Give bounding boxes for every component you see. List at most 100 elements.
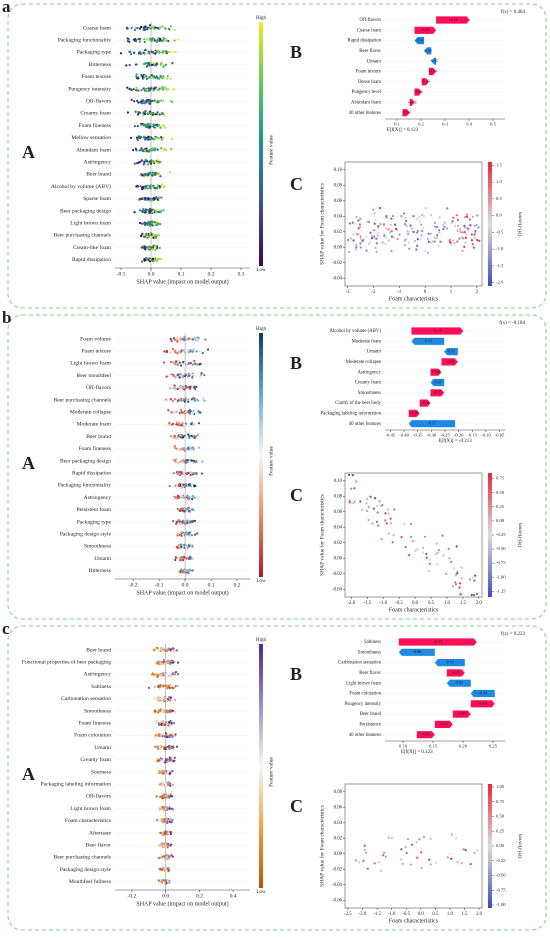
swarm-dot bbox=[191, 363, 194, 366]
scatter-dot bbox=[389, 223, 392, 226]
swarm-dot bbox=[180, 448, 183, 451]
swarm-dot bbox=[185, 508, 188, 511]
swarm-dot bbox=[141, 113, 144, 117]
waterfall-bar bbox=[411, 327, 464, 335]
swarm-dot bbox=[163, 674, 166, 677]
swarm-dot bbox=[158, 246, 161, 250]
swarm-dot bbox=[190, 434, 193, 437]
swarm-dot bbox=[164, 148, 168, 151]
scatter-dot bbox=[427, 240, 431, 243]
scatter-dot bbox=[372, 208, 375, 211]
swarm-dot bbox=[185, 494, 188, 498]
scatter-dot bbox=[353, 500, 356, 503]
swarm-dot bbox=[160, 40, 163, 43]
swarm-dot bbox=[140, 136, 143, 139]
swarm-dot bbox=[145, 125, 148, 128]
waterfall-bar bbox=[398, 638, 477, 646]
colorbar-tick-label: -1.5 bbox=[496, 263, 504, 268]
scatter-dot bbox=[458, 228, 462, 231]
swarm-dot bbox=[179, 484, 182, 488]
x-tick-label: -0.15 bbox=[467, 433, 477, 438]
swarm-dot bbox=[130, 98, 133, 101]
swarm-dot bbox=[139, 101, 142, 104]
swarm-dot bbox=[176, 507, 179, 511]
scatter-dot bbox=[415, 248, 418, 251]
swarm-dot bbox=[162, 771, 165, 774]
swarm-dot bbox=[159, 831, 162, 834]
swarm-dot bbox=[146, 111, 150, 115]
swarm-dot bbox=[168, 734, 171, 737]
scatter-dot bbox=[401, 862, 404, 865]
swarm-dot bbox=[176, 388, 179, 391]
scatter-dot bbox=[476, 238, 479, 242]
scatter-dot bbox=[390, 230, 393, 233]
swarm-dot bbox=[162, 38, 165, 42]
y-tick-label: 0.00 bbox=[334, 245, 343, 250]
swarm-dot bbox=[187, 424, 190, 427]
y-tick-label: -0.04 bbox=[332, 883, 343, 888]
swarm-dot bbox=[144, 74, 147, 77]
scatter-dot bbox=[348, 473, 351, 477]
swarm-dot bbox=[187, 351, 191, 354]
y-tick-label: 0.02 bbox=[334, 230, 343, 235]
scatter-dot bbox=[421, 229, 424, 233]
swarm-dot bbox=[143, 234, 146, 237]
waterfall-bar bbox=[452, 710, 471, 718]
feature-label: Sparse foam bbox=[83, 195, 111, 202]
swarm-dot bbox=[190, 534, 193, 537]
bar-value-label: -0.04 bbox=[415, 38, 423, 42]
scatter-dot bbox=[374, 246, 377, 250]
swarm-dot bbox=[175, 520, 178, 523]
bar-value-label: -0.17 bbox=[428, 422, 436, 426]
swarm-dot bbox=[143, 187, 146, 190]
scatter-dot bbox=[405, 219, 408, 222]
colorbar-label: Feature value bbox=[268, 446, 274, 476]
swarm-dot bbox=[171, 732, 174, 736]
swarm-dot bbox=[139, 39, 142, 42]
swarm-dot bbox=[136, 27, 139, 30]
swarm-dot bbox=[153, 674, 156, 677]
swarm-dot bbox=[125, 64, 128, 67]
swarm-dot bbox=[156, 50, 159, 53]
bar-value-label: -0.03 bbox=[424, 49, 432, 53]
waterfall-bar bbox=[409, 98, 415, 106]
y-tick-label: -0.02 bbox=[332, 261, 343, 266]
swarm-dot bbox=[152, 244, 155, 247]
scatter-dot bbox=[425, 556, 428, 559]
scatter-dot bbox=[363, 848, 366, 852]
y-tick-label: 0.04 bbox=[334, 214, 343, 219]
swarm-dot bbox=[167, 857, 171, 860]
scatter-dot bbox=[418, 838, 421, 841]
swarm-dot bbox=[167, 39, 170, 43]
feature-label: Beer packaging design bbox=[60, 208, 111, 214]
scatter-dot bbox=[373, 235, 376, 238]
scatter-dot bbox=[474, 574, 477, 577]
swarm-dot bbox=[140, 25, 143, 29]
swarm-dot bbox=[165, 699, 168, 702]
swarm-dot bbox=[165, 735, 168, 739]
scatter-dot bbox=[351, 473, 354, 477]
scatter-dot bbox=[384, 236, 388, 239]
swarm-dot bbox=[162, 209, 165, 212]
swarm-dot bbox=[140, 148, 143, 152]
sub-letter: A bbox=[22, 453, 35, 473]
scatter-dot bbox=[359, 246, 362, 249]
y-tick-label: 0.02 bbox=[334, 836, 343, 841]
swarm-dot bbox=[156, 223, 159, 226]
colorbar-tick-label: -0.50 bbox=[496, 873, 506, 878]
swarm-dot bbox=[173, 445, 176, 448]
swarm-dot bbox=[156, 646, 159, 650]
scatter-dot bbox=[381, 241, 384, 244]
x-tick-label: -2.5 bbox=[344, 912, 352, 917]
colorbar bbox=[259, 333, 263, 577]
swarm-dot bbox=[173, 384, 176, 387]
y-tick-label: -0.02 bbox=[332, 867, 343, 872]
swarm-dot bbox=[161, 819, 164, 822]
scatter-dot bbox=[425, 552, 428, 555]
scatter-dot bbox=[387, 239, 390, 242]
swarm-dot bbox=[179, 425, 182, 429]
x-tick-label: 0.1 bbox=[208, 582, 215, 588]
scatter-dot bbox=[365, 502, 368, 505]
feature-label: Rapid dissipation bbox=[348, 39, 382, 44]
swarm-dot bbox=[138, 221, 142, 225]
